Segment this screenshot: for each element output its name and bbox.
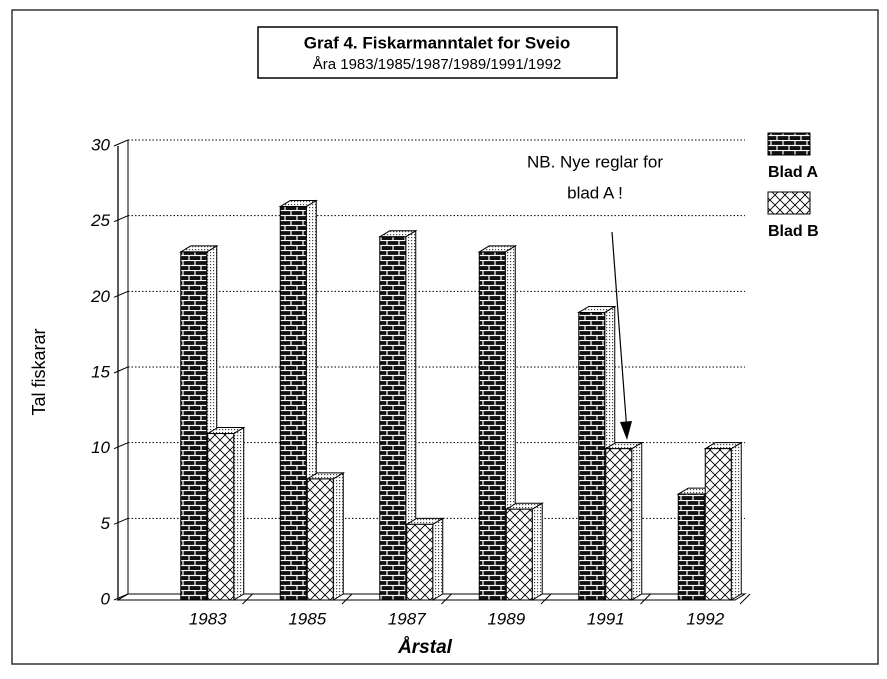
x-axis-label: Årstal bbox=[397, 637, 453, 658]
x-tick-label: 1987 bbox=[388, 609, 426, 628]
annotation: blad A ! bbox=[567, 183, 623, 202]
y-tick-label: 10 bbox=[91, 438, 110, 457]
bar bbox=[379, 236, 407, 601]
x-tick-label: 1985 bbox=[288, 609, 326, 628]
arrow-head bbox=[620, 421, 632, 440]
tick-mark bbox=[113, 517, 129, 525]
bar-side bbox=[432, 517, 444, 601]
arrow bbox=[611, 231, 628, 433]
bar bbox=[180, 251, 208, 601]
x-tick-label: 1989 bbox=[487, 609, 525, 628]
frame bbox=[11, 9, 879, 665]
bar bbox=[279, 206, 307, 601]
bar bbox=[677, 493, 705, 601]
legend-swatch bbox=[767, 132, 811, 156]
bar bbox=[605, 448, 633, 601]
chart-subtitle: Åra 1983/1985/1987/1989/1991/1992 bbox=[313, 56, 562, 73]
y-axis-label: Tal fiskarar bbox=[29, 328, 49, 415]
x-divider bbox=[441, 593, 452, 605]
annotation: NB. Nye reglar for bbox=[527, 152, 663, 171]
bar-side bbox=[531, 502, 543, 601]
bar-side bbox=[233, 426, 245, 601]
bar bbox=[704, 448, 732, 601]
x-tick-label: 1983 bbox=[189, 609, 227, 628]
x-tick-label: 1992 bbox=[686, 609, 724, 628]
tick-mark bbox=[113, 290, 129, 298]
tick-mark bbox=[113, 215, 129, 223]
legend-label: Blad A bbox=[768, 164, 819, 181]
y-tick-label: 30 bbox=[91, 135, 110, 154]
title-box bbox=[257, 26, 618, 79]
tick-mark bbox=[113, 139, 129, 147]
y-tick-label: 0 bbox=[101, 589, 111, 608]
x-divider bbox=[341, 593, 353, 605]
bar bbox=[406, 523, 434, 601]
chart-title: Graf 4. Fiskarmanntalet for Sveio bbox=[304, 33, 570, 52]
legend-label: Blad B bbox=[768, 223, 819, 240]
bar bbox=[207, 433, 235, 601]
bar-side bbox=[332, 472, 344, 601]
bar-side bbox=[730, 441, 742, 601]
bar-side bbox=[631, 441, 643, 601]
bar bbox=[478, 251, 506, 601]
y-tick-label: 20 bbox=[90, 287, 110, 306]
tick-mark bbox=[113, 442, 129, 450]
y-tick-label: 15 bbox=[91, 362, 110, 381]
x-tick-label: 1991 bbox=[587, 609, 625, 628]
y-tick-label: 5 bbox=[101, 514, 111, 533]
x-divider bbox=[739, 593, 751, 605]
legend-swatch bbox=[767, 191, 811, 215]
x-divider bbox=[242, 593, 253, 605]
bar bbox=[505, 508, 533, 601]
tick-mark bbox=[113, 366, 129, 374]
x-divider bbox=[540, 593, 552, 605]
x-divider bbox=[640, 593, 651, 605]
y-tick-label: 25 bbox=[90, 211, 110, 230]
bar bbox=[306, 478, 334, 601]
bar bbox=[578, 311, 606, 601]
